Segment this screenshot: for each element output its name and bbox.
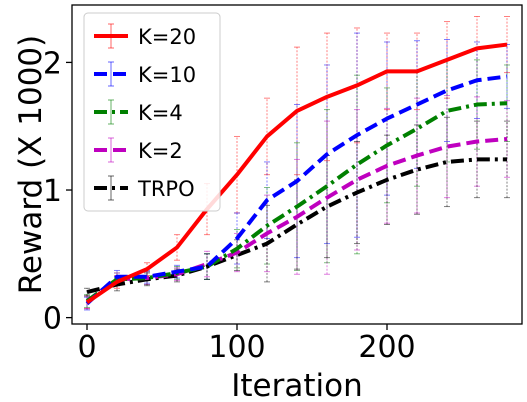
series-line-k-10 — [85, 74, 508, 306]
legend-entry: K=4 — [94, 99, 183, 125]
x-tick-label: 200 — [358, 330, 415, 365]
legend: K=20 K=10 K=4 K=2 TRPO — [83, 12, 221, 212]
series-line-k-4 — [85, 101, 508, 303]
tick-layer: 0 100 200 0 1 2 — [43, 46, 416, 365]
legend-label: K=10 — [138, 63, 196, 87]
y-axis-label: Reward (X 1000) — [13, 35, 49, 294]
plot-frame — [71, 4, 523, 325]
x-tick-label: 0 — [77, 330, 96, 365]
y-tick-label: 0 — [43, 302, 62, 337]
legend-label: K=4 — [138, 101, 183, 125]
legend-entry: TRPO — [94, 175, 195, 201]
series-layer — [85, 42, 508, 306]
y-tick-label: 1 — [43, 174, 62, 209]
legend-entry: K=20 — [94, 23, 196, 49]
legend-label: K=2 — [138, 139, 183, 163]
y-tick-label: 2 — [43, 46, 62, 81]
x-tick-label: 100 — [208, 330, 265, 365]
legend-label: K=20 — [138, 25, 196, 49]
legend-label: TRPO — [137, 177, 195, 201]
legend-entry: K=10 — [94, 61, 196, 87]
series-line-k-20 — [85, 42, 508, 304]
x-axis-label: Iteration — [231, 368, 363, 402]
legend-box — [83, 12, 221, 212]
legend-entry: K=2 — [94, 137, 183, 163]
